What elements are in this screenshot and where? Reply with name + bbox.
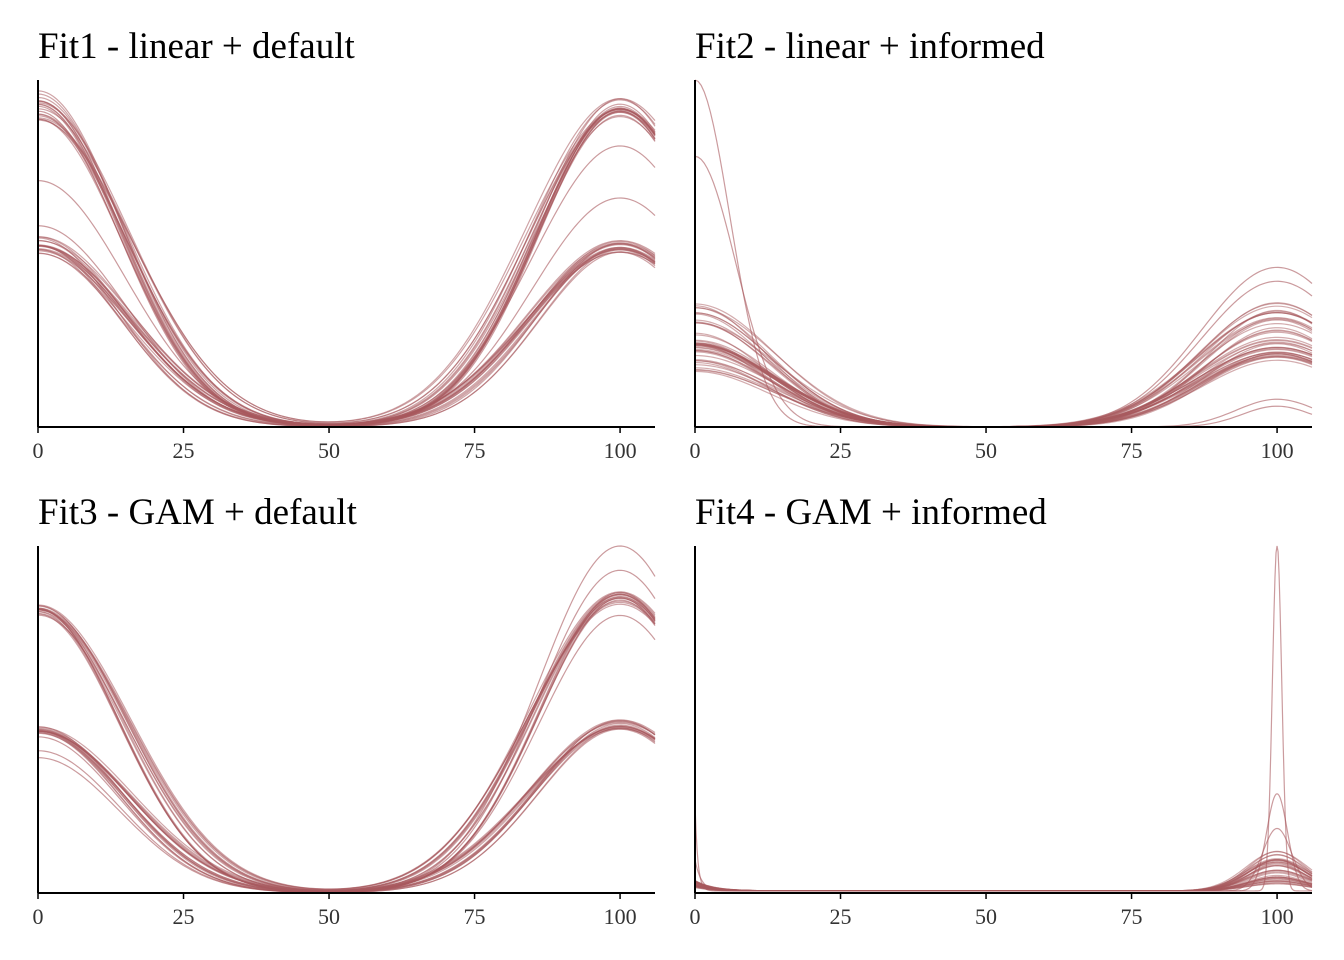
- x-tick-label: 25: [830, 904, 852, 929]
- series-line: [37, 100, 656, 426]
- series-line: [37, 591, 656, 891]
- series-line: [37, 102, 656, 424]
- series-line: [37, 244, 656, 426]
- panel-title: Fit1 - linear + default: [38, 26, 355, 67]
- x-tick-label: 75: [1121, 438, 1143, 463]
- series-line: [37, 110, 656, 427]
- plot-area: 0 25 50 75 100: [690, 545, 1313, 929]
- x-tick-label: 75: [1121, 904, 1143, 929]
- series-group: [694, 79, 1313, 428]
- series-line: [694, 870, 1313, 892]
- series-line: [37, 720, 656, 892]
- series-line: [37, 100, 656, 427]
- series-line: [37, 591, 656, 893]
- series-group: [694, 545, 1313, 892]
- series-line: [37, 593, 656, 892]
- plot-area: 0 25 50 75 100: [33, 80, 656, 463]
- x-tick-label: 50: [975, 904, 997, 929]
- x-tick-label: 75: [464, 904, 486, 929]
- x-tick-label: 25: [173, 438, 195, 463]
- x-tick-label: 50: [975, 438, 997, 463]
- panel-fit3: Fit3 - GAM + default 0 25 50 75 100: [33, 492, 658, 934]
- series-line: [694, 865, 1313, 892]
- series-line: [694, 336, 1313, 428]
- series-line: [694, 793, 1313, 892]
- x-tick-label: 25: [830, 438, 852, 463]
- panel-title: Fit2 - linear + informed: [695, 26, 1045, 67]
- series-line: [694, 280, 1313, 428]
- x-tick-label: 0: [33, 438, 44, 463]
- x-tick-label: 0: [690, 438, 701, 463]
- panel-fit1: Fit1 - linear + default 0 25 50 75 100: [33, 26, 658, 468]
- panel-title: Fit3 - GAM + default: [38, 492, 357, 533]
- series-line: [37, 614, 656, 893]
- x-tick-label: 100: [1261, 904, 1294, 929]
- series-line: [37, 243, 656, 426]
- series-line: [37, 108, 656, 423]
- x-tick-label: 100: [604, 438, 637, 463]
- series-line: [37, 103, 656, 427]
- series-line: [37, 100, 656, 427]
- x-tick-label: 100: [604, 904, 637, 929]
- series-line: [694, 545, 1312, 892]
- series-group: [37, 90, 656, 428]
- series-line: [694, 827, 1313, 892]
- panel-fit4: Fit4 - GAM + informed 0 25 50 75 100: [690, 492, 1315, 934]
- x-tick-label: 50: [318, 438, 340, 463]
- panel-fit2: Fit2 - linear + informed 0 25 50 75 100: [690, 26, 1315, 468]
- series-line: [37, 244, 656, 426]
- series-line: [37, 569, 656, 893]
- panel-title: Fit4 - GAM + informed: [695, 492, 1047, 533]
- plot-area: 0 25 50 75 100: [690, 79, 1313, 463]
- series-line: [37, 243, 656, 426]
- series-line: [37, 197, 656, 426]
- x-tick-label: 0: [33, 904, 44, 929]
- x-tick-label: 100: [1261, 438, 1294, 463]
- x-tick-label: 25: [173, 904, 195, 929]
- series-line: [37, 245, 656, 427]
- series-line: [37, 103, 656, 427]
- series-line: [37, 245, 656, 425]
- series-line: [37, 108, 656, 425]
- series-line: [37, 728, 656, 892]
- plot-area: 0 25 50 75 100: [33, 545, 656, 929]
- x-tick-label: 75: [464, 438, 486, 463]
- series-line: [37, 108, 656, 426]
- series-group: [37, 545, 656, 894]
- x-tick-label: 50: [318, 904, 340, 929]
- series-line: [37, 103, 656, 427]
- series-line: [37, 242, 656, 427]
- x-tick-label: 0: [690, 904, 701, 929]
- series-line: [37, 592, 656, 891]
- series-line: [694, 313, 1313, 428]
